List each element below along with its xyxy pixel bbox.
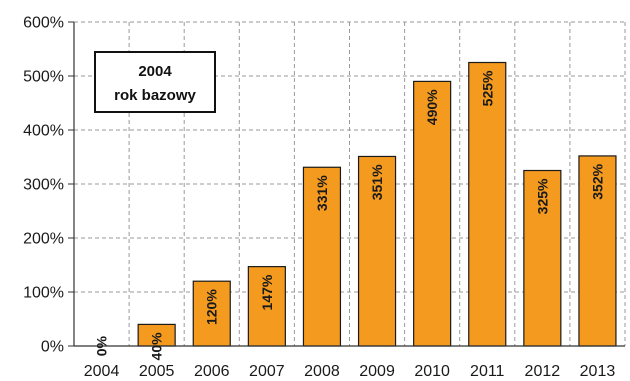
bar-value-label: 0% <box>94 335 110 356</box>
x-tick-label: 2011 <box>470 363 505 380</box>
x-tick-label: 2013 <box>580 363 616 380</box>
annotation-line-2: rok bazowy <box>114 87 196 104</box>
bar-value-label: 331% <box>314 175 330 211</box>
x-tick-label: 2012 <box>525 363 561 380</box>
y-tick-label: 400% <box>23 123 64 140</box>
x-tick-labels: 2004 2005 2006 2007 2008 2009 2010 2011 2012 2013 <box>84 363 616 380</box>
bar-value-label: 352% <box>589 163 605 199</box>
x-tick-label: 2008 <box>304 363 340 380</box>
x-tick-label: 2006 <box>194 363 230 380</box>
bar-value-label: 40% <box>149 332 165 361</box>
y-tick-label: 600% <box>23 15 64 32</box>
y-tick-label: 100% <box>23 285 64 302</box>
bar-value-label: 147% <box>259 274 275 310</box>
bar-value-label: 351% <box>369 164 385 200</box>
x-tick-label: 2010 <box>414 363 450 380</box>
y-tick-label: 500% <box>23 69 64 86</box>
x-tick-label: 2007 <box>249 363 285 380</box>
y-tick-labels: 0% 100% 200% 300% 400% 500% 600% <box>23 15 64 356</box>
x-tick-label: 2009 <box>359 363 395 380</box>
bar-value-label: 490% <box>424 89 440 125</box>
base-year-annotation: 2004 rok bazowy <box>95 52 215 112</box>
y-tick-label: 300% <box>23 177 64 194</box>
bar-value-label: 325% <box>534 178 550 214</box>
bar-value-label: 120% <box>204 289 220 325</box>
annotation-line-1: 2004 <box>138 63 172 80</box>
y-tick-label: 200% <box>23 231 64 248</box>
bar-value-label: 525% <box>479 70 495 106</box>
x-tick-label: 2005 <box>139 363 175 380</box>
x-tick-label: 2004 <box>84 363 120 380</box>
y-tick-label: 0% <box>41 339 64 356</box>
